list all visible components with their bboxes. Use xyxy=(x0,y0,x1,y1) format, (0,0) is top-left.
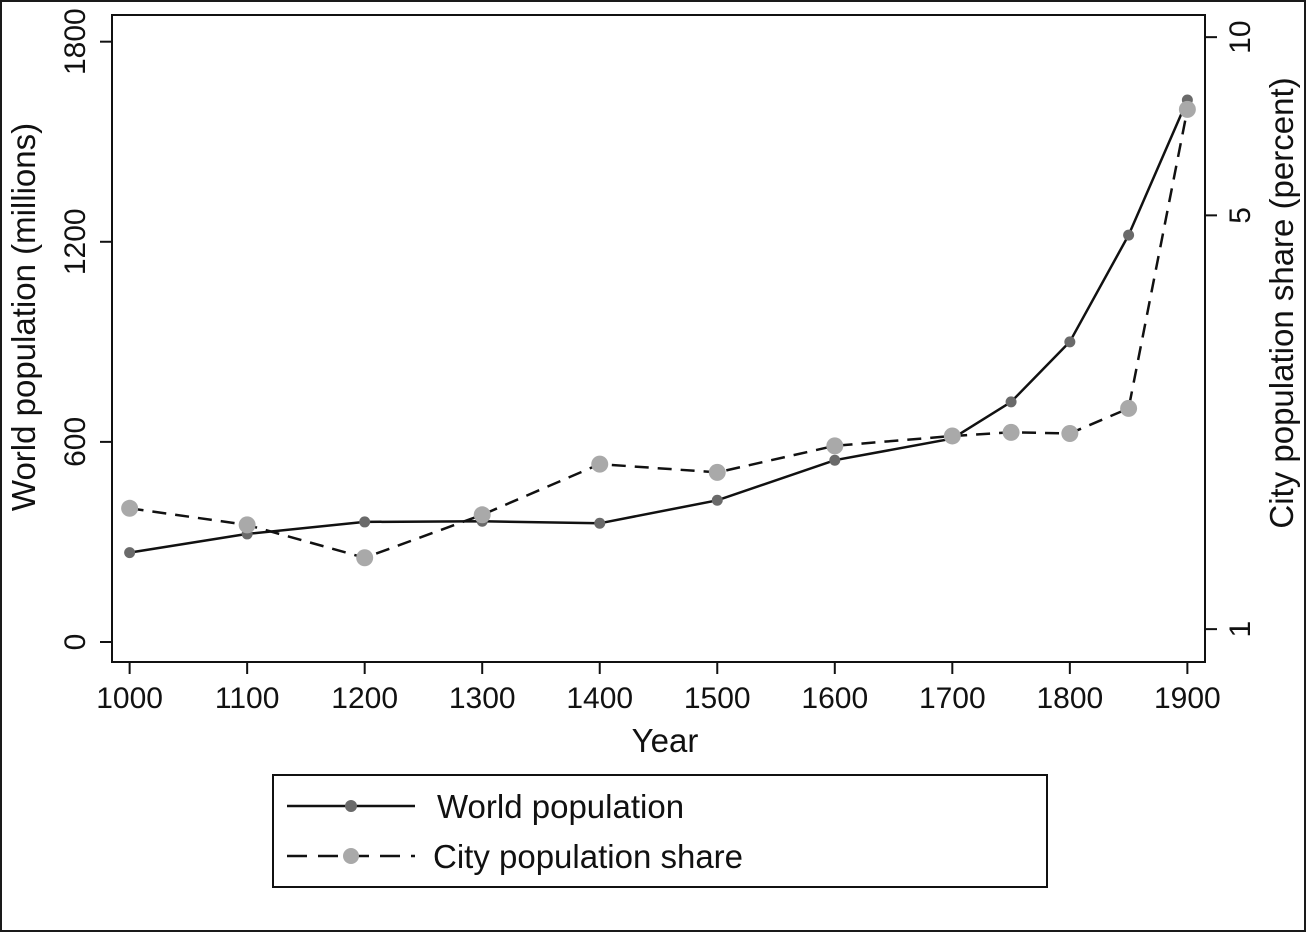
y-right-axis-title: City population share (percent) xyxy=(1263,77,1300,528)
x-tick-label: 1000 xyxy=(96,682,163,715)
y-left-axis-ticks: 0 600 1200 1800 xyxy=(59,8,112,650)
data-point-city-population-share xyxy=(473,506,491,524)
y-left-tick-label: 1200 xyxy=(59,208,92,275)
data-point-city-population-share xyxy=(238,516,256,534)
series-layer xyxy=(121,94,1196,567)
x-tick-label: 1400 xyxy=(566,682,633,715)
data-point-city-population-share xyxy=(356,549,374,567)
y-left-tick-label: 1800 xyxy=(59,8,92,75)
axes xyxy=(111,14,1206,663)
x-tick-label: 1200 xyxy=(331,682,398,715)
legend-marker-world-population xyxy=(345,800,357,812)
x-tick-label: 1100 xyxy=(215,682,280,715)
data-point-city-population-share xyxy=(1178,100,1196,118)
data-point-city-population-share xyxy=(708,463,726,481)
x-tick-label: 1500 xyxy=(684,682,751,715)
legend-item-world-population: World population xyxy=(287,788,684,825)
legend: World population City population share xyxy=(272,774,1048,888)
legend-label-world-population: World population xyxy=(437,788,684,825)
series-line-city-population-share xyxy=(129,109,1189,560)
data-point-city-population-share xyxy=(121,499,139,517)
x-tick-label: 1600 xyxy=(801,682,868,715)
data-point-city-population-share xyxy=(1061,425,1079,443)
data-point-city-population-share xyxy=(943,427,961,445)
y-left-tick-label: 0 xyxy=(59,634,92,651)
data-point-city-population-share xyxy=(826,437,844,455)
x-tick-label: 1900 xyxy=(1154,682,1221,715)
data-point-world-population xyxy=(1123,229,1135,241)
data-point-world-population xyxy=(1064,336,1076,348)
y-left-axis-title: World population (millions) xyxy=(5,123,42,511)
data-point-world-population xyxy=(1005,396,1017,408)
data-point-city-population-share xyxy=(1120,399,1138,417)
series-city-population-share xyxy=(121,100,1196,567)
data-point-city-population-share xyxy=(591,455,609,473)
plot-area xyxy=(111,14,1206,663)
legend-item-city-population-share: City population share xyxy=(287,838,743,875)
series-line-world-population xyxy=(129,99,1189,554)
y-right-tick-label: 5 xyxy=(1224,207,1257,224)
legend-marker-city-population-share xyxy=(343,848,359,864)
x-axis-title: Year xyxy=(632,722,699,759)
x-axis-ticks: 1000 1100 1200 1300 1400 1500 1600 1700 1800 1900 xyxy=(96,662,1221,715)
data-point-world-population xyxy=(829,454,841,466)
y-left-tick-label: 600 xyxy=(59,417,92,467)
x-tick-label: 1300 xyxy=(449,682,516,715)
data-point-world-population xyxy=(124,547,136,559)
series-world-population xyxy=(124,94,1193,559)
data-point-world-population xyxy=(594,517,606,529)
data-point-city-population-share xyxy=(1002,423,1020,441)
x-tick-label: 1700 xyxy=(919,682,986,715)
legend-box xyxy=(272,774,1048,888)
y-right-tick-label: 10 xyxy=(1224,20,1257,53)
y-right-tick-label: 1 xyxy=(1224,621,1257,638)
legend-label-city-population-share: City population share xyxy=(433,838,743,875)
data-point-world-population xyxy=(711,494,723,506)
x-tick-label: 1800 xyxy=(1036,682,1103,715)
data-point-world-population xyxy=(359,516,371,528)
